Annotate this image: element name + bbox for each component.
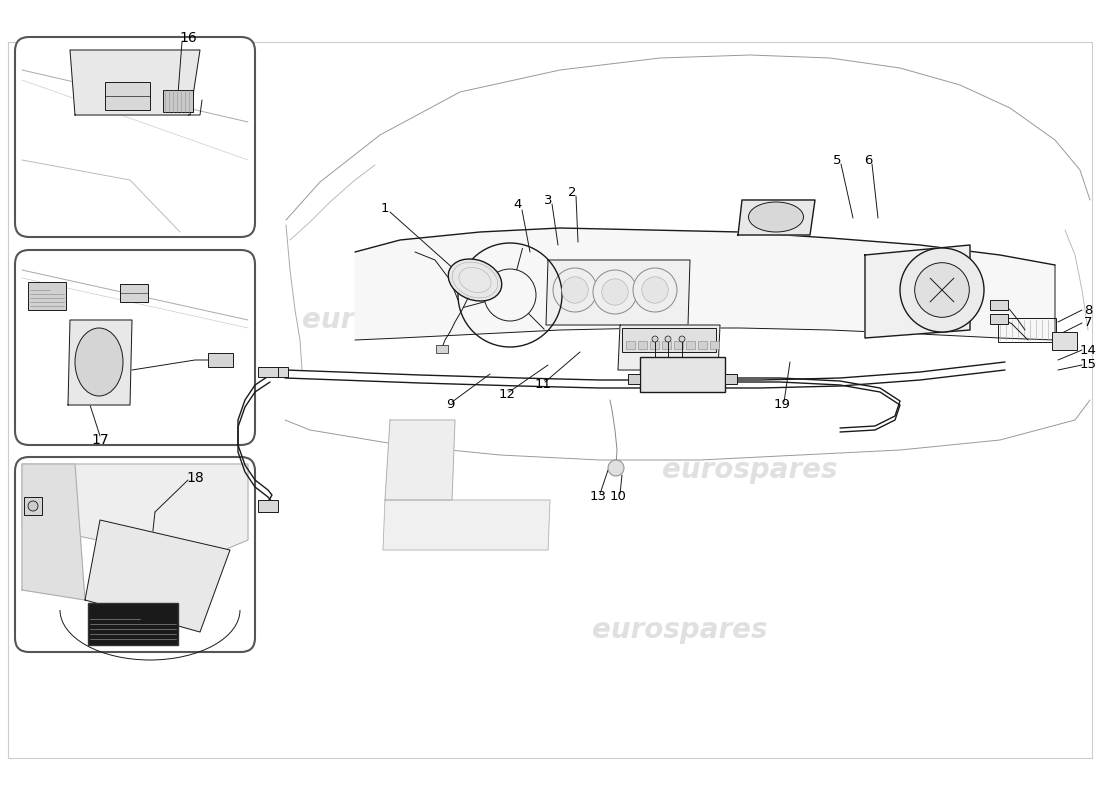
Text: 7: 7 — [1084, 317, 1092, 330]
Bar — [628, 374, 640, 384]
Ellipse shape — [75, 328, 123, 396]
Text: eurospares: eurospares — [662, 456, 838, 484]
Polygon shape — [22, 464, 85, 600]
Text: 1: 1 — [381, 202, 389, 214]
Text: 16: 16 — [179, 31, 197, 45]
Text: 15: 15 — [1079, 358, 1097, 371]
Text: 11: 11 — [535, 378, 551, 391]
Text: 19: 19 — [773, 398, 791, 411]
Circle shape — [593, 270, 637, 314]
Bar — [88, 603, 178, 645]
Text: 4: 4 — [514, 198, 522, 211]
Bar — [638, 341, 647, 349]
Bar — [674, 341, 683, 349]
Circle shape — [900, 248, 984, 332]
Circle shape — [641, 277, 668, 303]
Text: 18: 18 — [186, 471, 204, 485]
Text: 9: 9 — [446, 398, 454, 411]
Bar — [662, 341, 671, 349]
Text: 14: 14 — [1079, 343, 1097, 357]
Bar — [258, 367, 278, 377]
Polygon shape — [383, 500, 550, 550]
Polygon shape — [22, 464, 248, 647]
Ellipse shape — [28, 501, 38, 511]
Polygon shape — [546, 260, 690, 325]
Polygon shape — [85, 520, 230, 632]
Text: eurospares: eurospares — [592, 616, 768, 644]
Bar — [1052, 332, 1077, 350]
Bar — [28, 282, 66, 310]
Polygon shape — [738, 200, 815, 235]
Bar — [998, 318, 1056, 342]
Polygon shape — [70, 50, 200, 115]
Bar — [24, 497, 42, 515]
Bar — [990, 314, 1008, 324]
Bar — [650, 341, 659, 349]
Circle shape — [915, 262, 969, 318]
Bar — [120, 284, 148, 302]
Bar — [686, 341, 695, 349]
Bar — [104, 82, 150, 110]
Circle shape — [553, 268, 597, 312]
Circle shape — [602, 278, 628, 305]
Ellipse shape — [748, 202, 803, 232]
Text: 17: 17 — [91, 433, 109, 447]
Bar — [990, 300, 1008, 310]
Polygon shape — [618, 325, 720, 370]
Circle shape — [652, 336, 658, 342]
FancyBboxPatch shape — [15, 457, 255, 652]
Text: 8: 8 — [1084, 303, 1092, 317]
Text: 6: 6 — [864, 154, 872, 166]
Bar — [270, 367, 288, 377]
FancyBboxPatch shape — [15, 37, 255, 237]
Bar — [621, 328, 716, 352]
Text: eurospares: eurospares — [302, 306, 477, 334]
Bar — [710, 341, 719, 349]
Bar — [626, 341, 635, 349]
Bar — [640, 357, 725, 392]
Bar — [163, 90, 192, 112]
FancyBboxPatch shape — [15, 250, 255, 445]
Text: 2: 2 — [568, 186, 576, 198]
Text: 12: 12 — [498, 389, 516, 402]
Circle shape — [679, 336, 685, 342]
Polygon shape — [22, 464, 248, 560]
Polygon shape — [22, 257, 248, 440]
Polygon shape — [865, 245, 970, 338]
Polygon shape — [68, 320, 132, 405]
Ellipse shape — [449, 259, 502, 301]
Circle shape — [608, 460, 624, 476]
Polygon shape — [385, 420, 455, 500]
Circle shape — [666, 336, 671, 342]
Text: 13: 13 — [590, 490, 606, 503]
Circle shape — [562, 277, 588, 303]
Polygon shape — [355, 228, 1055, 340]
Bar — [698, 341, 707, 349]
Text: 10: 10 — [609, 490, 626, 503]
Polygon shape — [22, 44, 248, 232]
Bar — [436, 345, 448, 353]
Bar — [208, 353, 233, 367]
Bar — [725, 374, 737, 384]
Circle shape — [632, 268, 676, 312]
Bar — [258, 500, 278, 512]
Text: 5: 5 — [833, 154, 842, 166]
Text: 3: 3 — [543, 194, 552, 206]
